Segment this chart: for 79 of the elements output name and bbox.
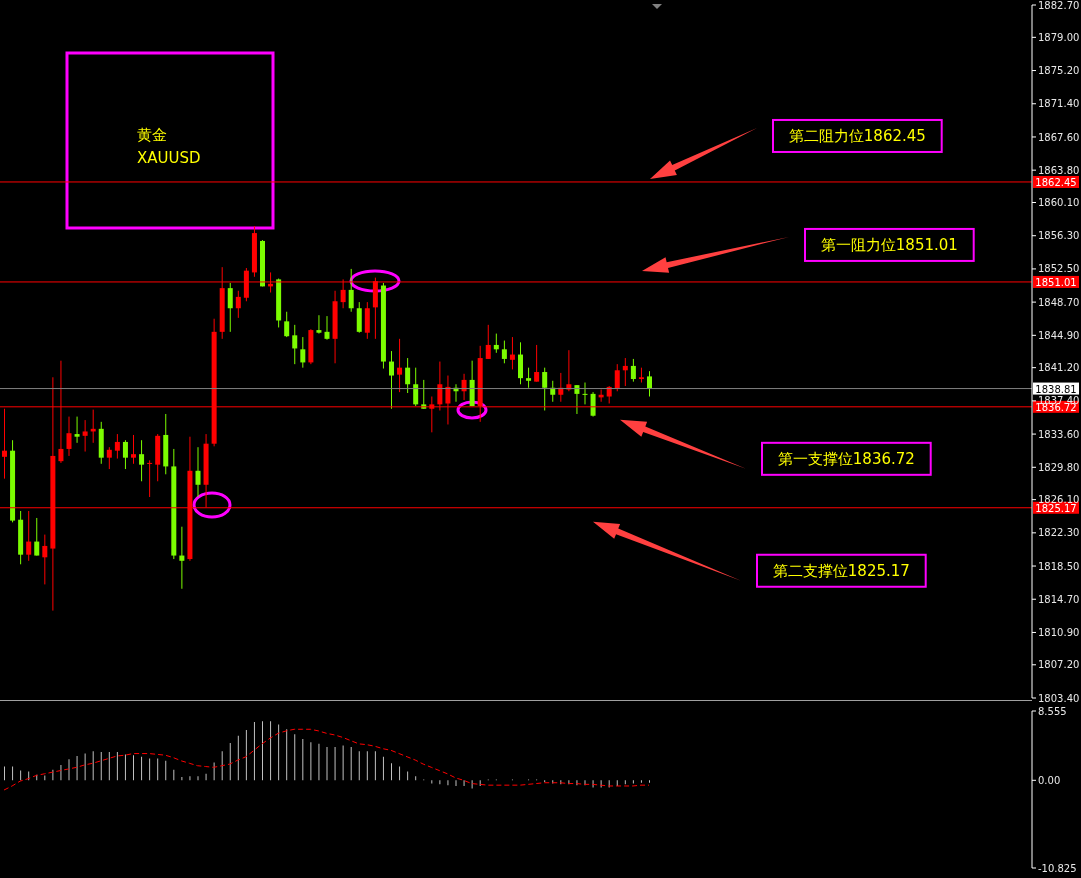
y-tick-label: 1875.20 bbox=[1038, 65, 1080, 77]
candlestick bbox=[131, 434, 136, 465]
line-series bbox=[3, 728, 650, 791]
candlestick bbox=[324, 315, 330, 341]
candlestick bbox=[485, 324, 491, 360]
annotation: 第二支撑位1825.17 bbox=[772, 561, 910, 580]
y-tick-label: 1807.20 bbox=[1038, 659, 1080, 671]
y-tick-label: 1867.60 bbox=[1038, 131, 1080, 143]
candlestick bbox=[179, 526, 185, 590]
candlestick bbox=[34, 517, 40, 557]
y-tick-label: 1822.30 bbox=[1038, 527, 1080, 539]
candlestick bbox=[614, 363, 620, 392]
candlestick bbox=[356, 301, 362, 334]
candlestick bbox=[526, 367, 532, 389]
candlestick bbox=[235, 290, 241, 319]
y-tick-label: 1814.70 bbox=[1038, 593, 1080, 605]
candlestick bbox=[509, 336, 515, 370]
y-tick-label: 1852.50 bbox=[1038, 263, 1080, 275]
candlestick bbox=[405, 357, 411, 394]
ref-line-label: 1851.01 bbox=[1035, 276, 1077, 288]
y-tick-label: 1856.30 bbox=[1038, 230, 1080, 242]
candlestick bbox=[300, 336, 306, 369]
ref-line-label: 1862.45 bbox=[1035, 176, 1077, 188]
candlestick bbox=[348, 268, 354, 313]
annotation: 第一支撑位1836.72 bbox=[777, 449, 915, 468]
candlestick bbox=[292, 324, 298, 365]
candlestick bbox=[106, 446, 112, 470]
candlestick bbox=[647, 370, 652, 398]
candlestick bbox=[26, 510, 32, 562]
ref-line-label: 1825.17 bbox=[1035, 502, 1077, 514]
y-tick-label: 1810.90 bbox=[1038, 627, 1080, 639]
candlestick bbox=[139, 439, 145, 482]
candlestick bbox=[42, 534, 48, 585]
candlestick bbox=[389, 350, 394, 410]
y-tick-label: 1882.70 bbox=[1038, 0, 1080, 11]
candlestick bbox=[114, 433, 120, 460]
y-tick-label: 1844.90 bbox=[1038, 329, 1080, 341]
candlestick bbox=[501, 340, 507, 364]
candlestick bbox=[2, 408, 7, 480]
candlestick bbox=[590, 391, 596, 418]
y-tick-label: 1818.50 bbox=[1038, 560, 1080, 572]
candlestick bbox=[566, 349, 572, 392]
annotation: XAUUSD bbox=[137, 149, 201, 167]
candlestick bbox=[82, 419, 88, 453]
y-tick-label: 1841.20 bbox=[1038, 362, 1080, 374]
annotation: 黄金 bbox=[137, 126, 167, 144]
y-tick-label: 1848.70 bbox=[1038, 296, 1080, 308]
annotation: 第二阻力位1862.45 bbox=[788, 126, 926, 145]
y-tick-label: 1860.10 bbox=[1038, 197, 1080, 209]
candlestick bbox=[74, 416, 80, 444]
candlestick bbox=[542, 367, 548, 411]
candlestick bbox=[574, 384, 580, 415]
candlestick bbox=[622, 357, 628, 387]
y-tick-label: 1871.40 bbox=[1038, 98, 1080, 110]
y-tick-label: 0.00 bbox=[1038, 774, 1061, 786]
candlestick bbox=[421, 379, 427, 410]
candlestick bbox=[582, 382, 588, 405]
y-tick-label: 1863.80 bbox=[1038, 164, 1080, 176]
candlestick bbox=[122, 439, 128, 470]
candlestick bbox=[195, 446, 201, 498]
y-tick-label: 1803.40 bbox=[1038, 692, 1080, 704]
candlestick bbox=[493, 333, 499, 354]
y-tick-label: 1829.80 bbox=[1038, 461, 1080, 473]
candlestick bbox=[534, 344, 540, 383]
candlestick bbox=[518, 341, 523, 385]
candlestick bbox=[630, 358, 636, 383]
annotation: 第一阻力位1851.01 bbox=[820, 235, 958, 254]
candlestick bbox=[227, 282, 233, 333]
candlestick bbox=[316, 314, 322, 335]
candlestick bbox=[397, 338, 403, 393]
y-tick-label: -10.825 bbox=[1038, 862, 1077, 874]
ref-line-label: 1838.81 bbox=[1035, 383, 1077, 395]
candlestick bbox=[147, 459, 153, 498]
candlestick bbox=[413, 367, 419, 407]
y-tick-label: 1833.60 bbox=[1038, 428, 1080, 440]
y-tick-label: 8.555 bbox=[1038, 705, 1067, 717]
candlestick bbox=[284, 311, 290, 338]
candlestick bbox=[66, 416, 72, 457]
y-tick-label: 1879.00 bbox=[1038, 31, 1080, 43]
